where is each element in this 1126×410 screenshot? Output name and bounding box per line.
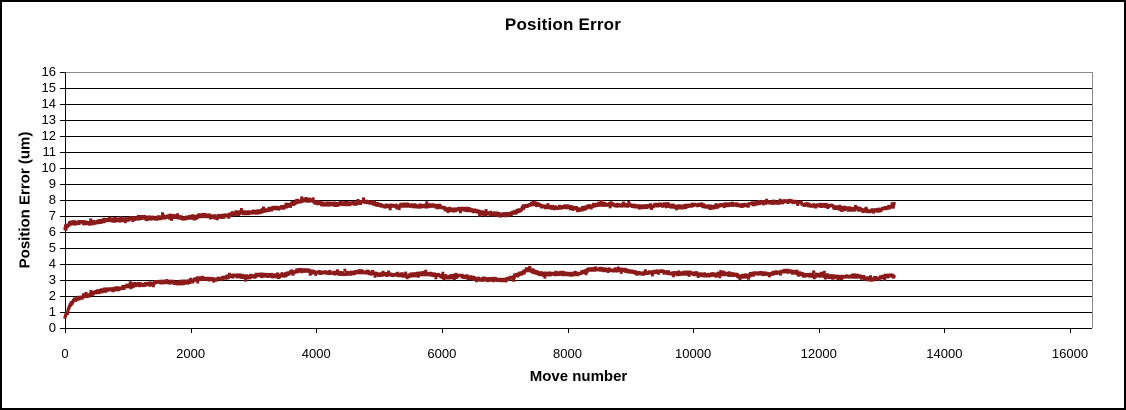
x-tick-label: 6000 <box>427 346 456 361</box>
scatter-series-lower-band <box>63 265 896 319</box>
y-tick-label: 16 <box>42 64 56 79</box>
scatter-series-upper-band <box>63 196 896 231</box>
y-tick-label: 14 <box>42 96 56 111</box>
y-tick-label: 2 <box>49 288 56 303</box>
x-tick-label: 8000 <box>553 346 582 361</box>
y-tick-label: 12 <box>42 128 56 143</box>
y-tick-label: 10 <box>42 160 56 175</box>
y-tick-label: 8 <box>49 192 56 207</box>
x-axis-title: Move number <box>529 368 628 385</box>
chart-title: Position Error <box>504 15 622 34</box>
x-tick-label: 14000 <box>926 346 962 361</box>
x-tick-label: 10000 <box>675 346 711 361</box>
y-tick-label: 11 <box>43 144 57 159</box>
y-tick-label: 13 <box>42 112 56 127</box>
y-tick-label: 3 <box>49 272 56 287</box>
y-tick-label: 6 <box>49 224 56 239</box>
x-tick-label: 0 <box>61 346 68 361</box>
x-tick-label: 16000 <box>1052 346 1088 361</box>
y-axis-title: Position Error (um) <box>16 131 34 269</box>
y-tick-label: 15 <box>42 80 56 95</box>
y-tick-label: 7 <box>49 208 56 223</box>
y-tick-label: 1 <box>49 304 56 319</box>
x-tick-label: 2000 <box>176 346 205 361</box>
x-tick-label: 4000 <box>302 346 331 361</box>
x-tick-label: 12000 <box>801 346 837 361</box>
y-tick-label: 5 <box>49 240 56 255</box>
y-tick-label: 9 <box>49 176 56 191</box>
y-tick-label: 4 <box>49 256 56 271</box>
y-tick-label: 0 <box>49 320 56 335</box>
